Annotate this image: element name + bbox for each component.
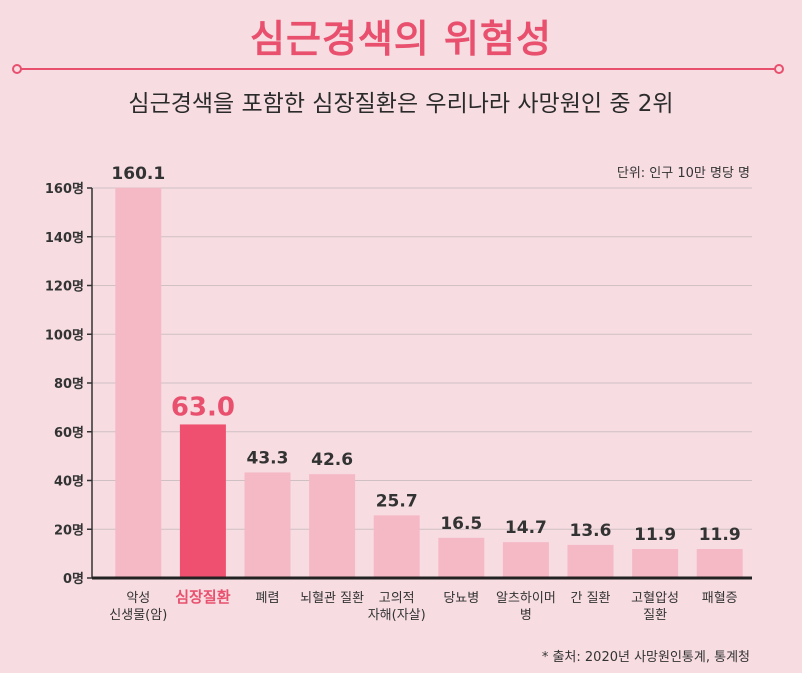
value-label: 63.0 <box>171 392 235 422</box>
bar <box>438 537 485 578</box>
y-tick-label: 80명 <box>54 376 84 392</box>
chart-title: 심근경색의 위험성 <box>250 17 552 61</box>
x-category-label: 자해(자살) <box>368 608 426 623</box>
bar <box>179 424 226 578</box>
bar <box>632 548 679 578</box>
y-tick-label: 0명 <box>63 571 84 587</box>
source-note: * 출처: 2020년 사망원인통계, 통계청 <box>541 650 750 665</box>
value-label: 11.9 <box>699 525 741 545</box>
x-category-label: 알츠하이머 <box>496 591 556 606</box>
value-label: 16.5 <box>440 514 482 534</box>
x-category-label: 뇌혈관 질환 <box>300 591 364 606</box>
x-category-label: 신생물(암) <box>109 608 167 623</box>
x-category-label: 고의적 <box>379 591 415 606</box>
unit-note: 단위: 인구 10만 명당 명 <box>616 166 750 181</box>
y-tick-label: 60명 <box>54 425 84 441</box>
x-category-label: 병 <box>520 608 532 623</box>
x-category-label: 질환 <box>643 608 667 623</box>
bar <box>309 474 356 578</box>
x-category-label: 심장질환 <box>175 588 230 606</box>
y-tick-label: 40명 <box>54 474 84 490</box>
x-category-label: 폐렴 <box>256 591 280 606</box>
value-label: 13.6 <box>570 521 612 541</box>
value-label: 42.6 <box>311 450 353 470</box>
divider-left-dot <box>12 64 22 74</box>
title-divider <box>18 68 778 70</box>
y-tick-label: 160명 <box>45 181 84 197</box>
value-label: 14.7 <box>505 518 547 538</box>
bar <box>567 544 614 578</box>
divider-right-dot <box>774 64 784 74</box>
bar <box>115 187 162 578</box>
bar <box>373 515 420 578</box>
value-label: 25.7 <box>376 491 418 511</box>
x-category-label: 간 질환 <box>570 591 610 606</box>
y-tick-label: 120명 <box>45 279 84 295</box>
bar <box>244 472 291 578</box>
x-category-label: 당뇨병 <box>443 591 479 606</box>
x-category-label: 악성 <box>126 591 150 606</box>
bar <box>696 548 743 578</box>
y-tick-label: 20명 <box>54 522 84 538</box>
bar <box>502 542 549 578</box>
value-label: 160.1 <box>111 164 165 184</box>
y-tick-label: 140명 <box>45 230 84 246</box>
y-tick-label: 100명 <box>45 327 84 343</box>
value-label: 43.3 <box>247 448 289 468</box>
chart-subtitle: 심근경색을 포함한 심장질환은 우리나라 사망원인 중 2위 <box>128 91 674 117</box>
value-label: 11.9 <box>634 525 676 545</box>
x-category-label: 고혈압성 <box>631 591 679 606</box>
x-category-label: 패혈증 <box>702 591 738 606</box>
